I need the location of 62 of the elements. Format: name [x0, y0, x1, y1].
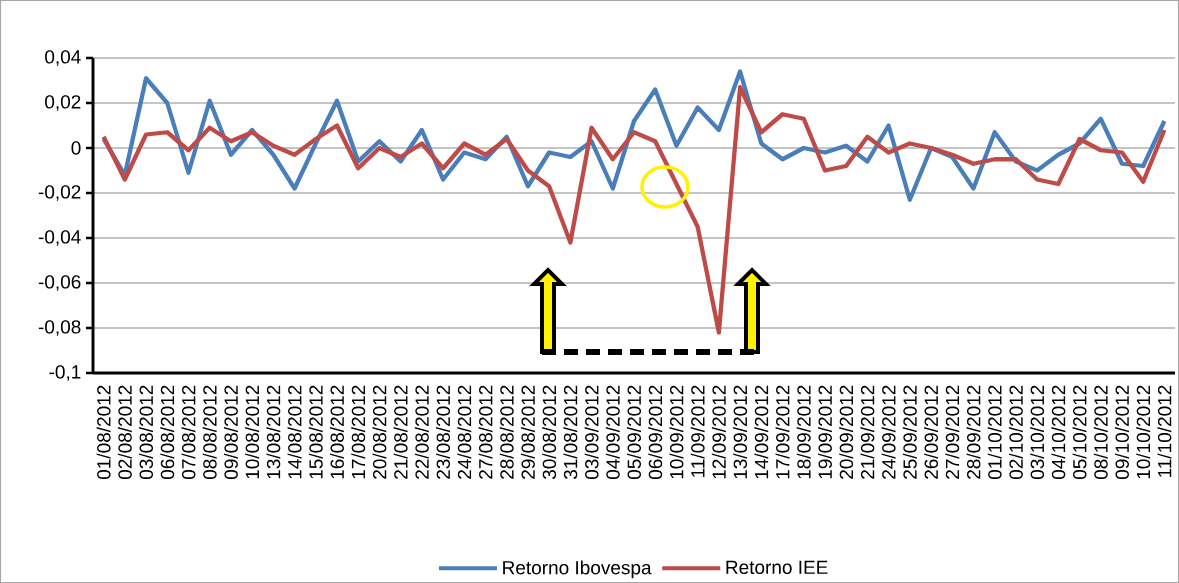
- x-tick-label: 13/08/2012: [266, 385, 281, 479]
- x-tick-label: 27/08/2012: [478, 385, 493, 479]
- x-tick-label: 06/08/2012: [160, 385, 175, 480]
- x-tick-label: 28/08/2012: [499, 385, 514, 479]
- x-tick-label: 29/08/2012: [520, 385, 535, 479]
- x-tick-label: 19/09/2012: [817, 385, 832, 479]
- x-tick-label: 25/09/2012: [902, 385, 917, 479]
- x-tick-label: 12/09/2012: [711, 385, 726, 479]
- x-tick-label: 04/10/2012: [1051, 385, 1066, 480]
- x-tick-label: 03/08/2012: [139, 385, 154, 480]
- x-tick-label: 11/09/2012: [690, 385, 705, 477]
- y-tick-label: -0,1: [49, 365, 81, 381]
- x-tick-label: 02/08/2012: [117, 385, 132, 480]
- x-tick-label: 10/10/2012: [1136, 385, 1151, 479]
- legend-label: Retorno Ibovespa: [503, 560, 652, 579]
- x-tick-label: 14/09/2012: [754, 385, 769, 479]
- x-tick-label: 23/08/2012: [436, 385, 451, 479]
- y-tick-label: -0,08: [38, 320, 81, 336]
- x-tick-label: 31/08/2012: [563, 385, 578, 480]
- x-tick-label: 30/08/2012: [542, 385, 557, 480]
- x-tick-label: 16/08/2012: [330, 385, 344, 479]
- x-tick-label: 21/09/2012: [860, 385, 875, 479]
- x-tick-label: 07/08/2012: [181, 385, 196, 480]
- x-tick-label: 24/08/2012: [457, 385, 472, 479]
- x-tick-label: 10/08/2012: [245, 385, 260, 479]
- y-tick-label: 0: [71, 141, 81, 155]
- x-tick-label: 10/09/2012: [669, 385, 684, 479]
- y-tick-label: -0,04: [38, 230, 81, 246]
- x-tick-label: 08/10/2012: [1093, 385, 1108, 480]
- x-tick-label: 08/08/2012: [202, 385, 217, 480]
- y-tick-label: -0,06: [38, 275, 81, 291]
- x-tick-label: 21/08/2012: [393, 385, 408, 479]
- x-tick-label: 05/10/2012: [1072, 385, 1087, 480]
- y-tick-label: -0,02: [38, 185, 81, 201]
- line-series: [101, 85, 1167, 335]
- x-tick-label: 26/09/2012: [924, 385, 939, 479]
- x-tick-label: 09/10/2012: [1114, 385, 1129, 480]
- y-tick-label: 0,02: [45, 95, 81, 111]
- x-tick-label: 15/08/2012: [308, 385, 323, 479]
- legend-label: Retorno IEE: [726, 560, 828, 575]
- x-tick-label: 20/08/2012: [372, 385, 387, 479]
- x-tick-label: 03/09/2012: [584, 385, 599, 480]
- x-tick-label: 02/10/2012: [1008, 385, 1023, 480]
- x-tick-label: 14/08/2012: [287, 385, 302, 479]
- x-tick-label: 17/08/2012: [351, 385, 366, 479]
- x-tick-label: 01/08/2012: [96, 385, 111, 480]
- x-tick-label: 06/09/2012: [648, 385, 663, 480]
- x-tick-label: 27/09/2012: [945, 385, 960, 479]
- x-tick-label: 11/10/2012: [1157, 385, 1172, 477]
- x-tick-label: 24/09/2012: [881, 385, 896, 479]
- y-tick-label: 0,04: [45, 50, 81, 66]
- x-tick-label: 01/10/2012: [987, 385, 1002, 480]
- x-tick-label: 09/08/2012: [223, 385, 238, 480]
- x-tick-label: 05/09/2012: [627, 385, 641, 480]
- x-tick-label: 03/10/2012: [1030, 385, 1045, 480]
- x-tick-label: 22/08/2012: [414, 385, 429, 479]
- x-tick-label: 17/09/2012: [775, 385, 790, 479]
- x-tick-label: 18/09/2012: [796, 385, 811, 479]
- x-tick-label: 20/09/2012: [839, 385, 854, 479]
- x-tick-label: 04/09/2012: [605, 385, 620, 480]
- x-tick-label: 28/09/2012: [966, 385, 981, 479]
- x-tick-label: 13/09/2012: [733, 385, 748, 479]
